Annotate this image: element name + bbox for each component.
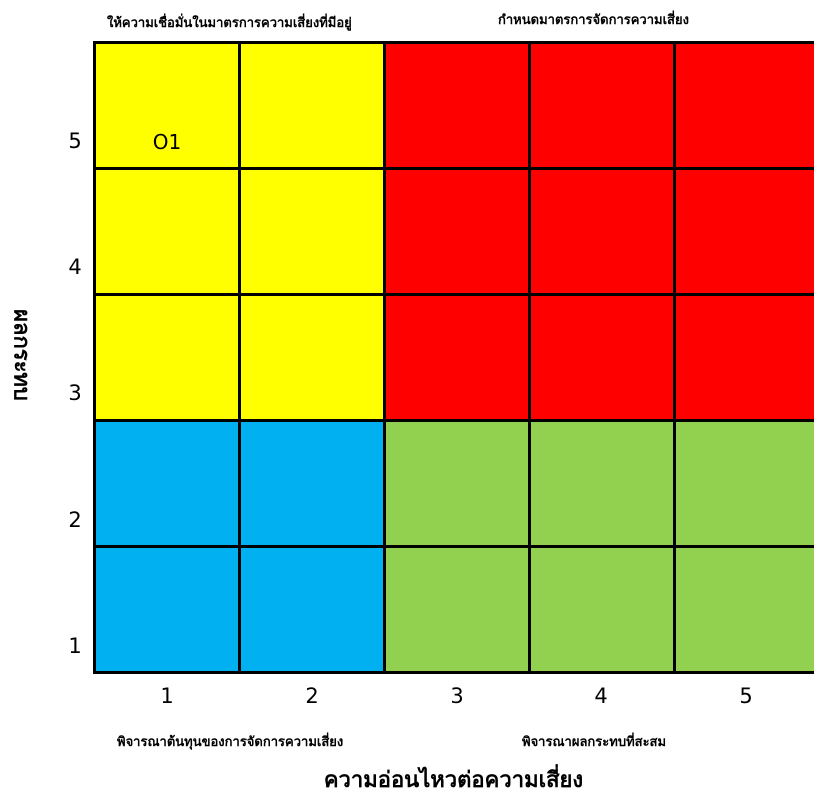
x-tick-label: 4 [594,684,608,708]
matrix-cell-r4-c2 [241,422,386,548]
y-tick-label: 3 [68,381,82,405]
matrix-cell-r1-c5 [676,44,814,170]
zone-label-bottom-left: พิจารณาต้นทุนของการจัดการความเสี่ยง [117,735,344,750]
matrix-cell-r5-c3 [386,548,531,671]
matrix-cell-r3-c3 [386,296,531,422]
zone-label-top-left: ให้ความเชื่อมั่นในมาตรการความเสี่ยงที่มี… [107,16,352,31]
matrix-cell-r4-c4 [531,422,676,548]
x-tick-label: 5 [739,684,753,708]
matrix-cell-r1-c3 [386,44,531,170]
matrix-cell-r2-c3 [386,170,531,296]
matrix-cell-r4-c1 [96,422,241,548]
x-tick-label: 2 [305,684,319,708]
matrix-cell-r2-c5 [676,170,814,296]
matrix-cell-r2-c1 [96,170,241,296]
matrix-cell-r5-c1 [96,548,241,671]
matrix-cell-r2-c4 [531,170,676,296]
y-tick-label: 5 [68,129,82,153]
matrix-cell-r1-c1: O1 [96,44,241,170]
matrix-cell-r5-c4 [531,548,676,671]
x-axis-title: ความอ่อนไหวต่อความเสี่ยง [323,768,584,793]
matrix-cell-r4-c5 [676,422,814,548]
matrix-cell-r1-c2 [241,44,386,170]
matrix-cell-r1-c4 [531,44,676,170]
zone-label-top-right: กำหนดมาตรการจัดการความเสี่ยง [498,13,689,28]
matrix-cell-r3-c5 [676,296,814,422]
x-tick-label: 3 [450,684,464,708]
matrix-cell-r2-c2 [241,170,386,296]
y-tick-label: 1 [68,634,82,658]
x-tick-label: 1 [160,684,174,708]
matrix-cell-r3-c2 [241,296,386,422]
matrix-cell-r5-c5 [676,548,814,671]
y-tick-label: 4 [68,255,82,279]
zone-label-bottom-right: พิจารณาผลกระทบที่สะสม [522,735,667,750]
matrix-cell-r4-c3 [386,422,531,548]
y-tick-label: 2 [68,508,82,532]
y-axis-title: ผลกระทบ [8,309,34,401]
matrix-cell-r3-c1 [96,296,241,422]
matrix-cell-r3-c4 [531,296,676,422]
matrix-cell-r5-c2 [241,548,386,671]
risk-matrix-grid: O1 [93,41,814,674]
risk-marker: O1 [152,130,182,154]
